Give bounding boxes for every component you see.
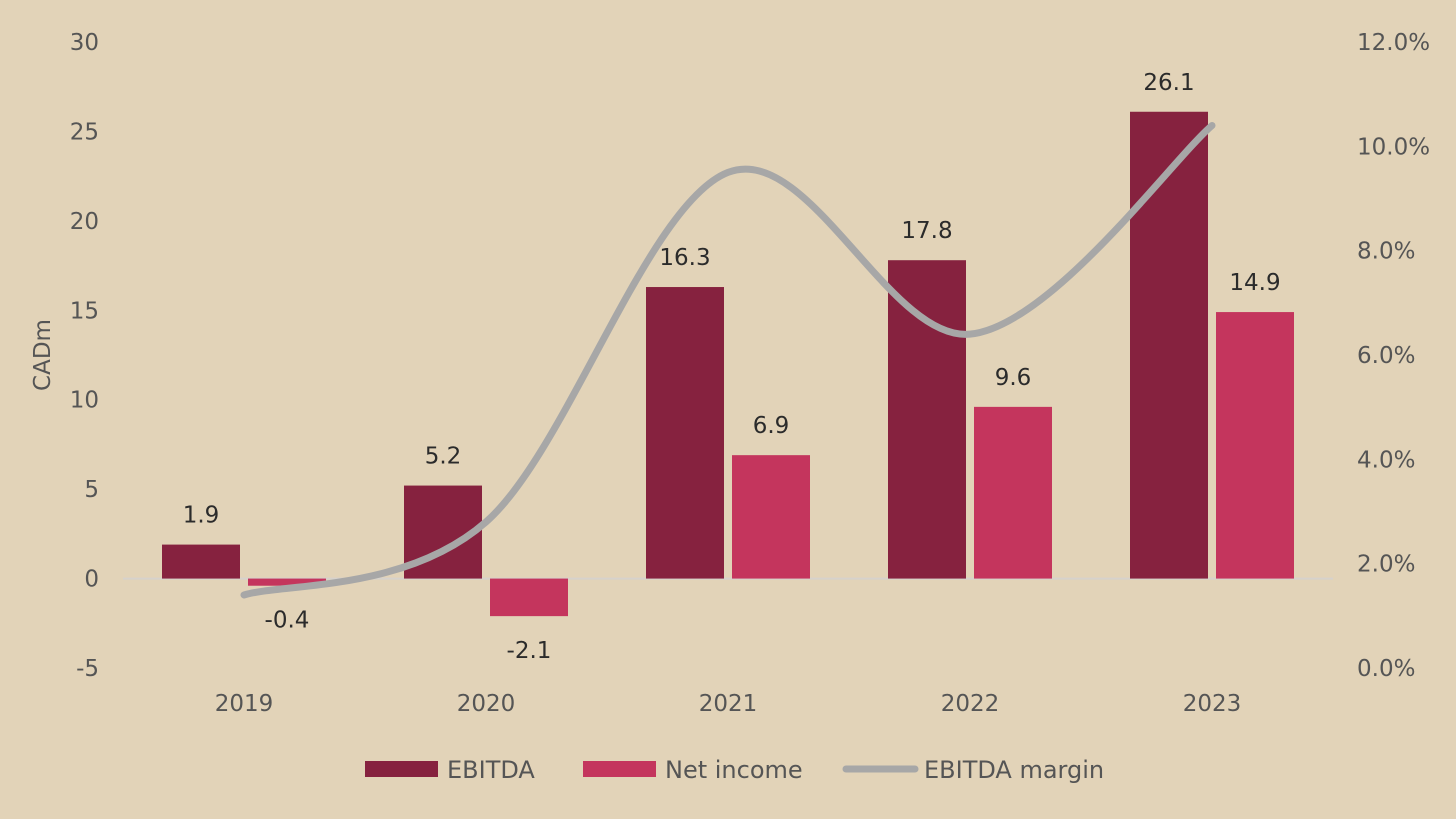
y2-tick-label: 0.0% [1357,656,1415,682]
ebitda-margin-line [240,121,1216,599]
legend: EBITDA Net income EBITDA margin [365,756,1104,784]
legend-label-net-income: Net income [665,756,803,784]
bar-net-income-2022 [974,406,1052,579]
bar-ebitda-2023 [1130,111,1208,579]
data-label: 14.9 [1229,270,1280,296]
x-tick-label: 2023 [1183,691,1242,717]
x-axis-ticks: 2019 2020 2021 2022 2023 [215,691,1242,717]
legend-swatch-net-income [583,761,656,777]
bars [162,111,1294,617]
x-tick-label: 2020 [457,691,516,717]
y2-tick-label: 4.0% [1357,447,1415,473]
data-label: 16.3 [659,245,710,271]
y2-tick-label: 8.0% [1357,239,1415,265]
bar-ebitda-2019 [162,544,240,579]
bar-ebitda-2022 [888,260,966,579]
left-axis-ticks: 30 25 20 15 10 5 0 -5 [70,30,99,682]
bar-ebitda-2021 [646,287,724,579]
y2-tick-label: 12.0% [1357,30,1430,56]
y2-tick-label: 6.0% [1357,343,1415,369]
data-label: 6.9 [753,413,790,439]
y-tick-label: 10 [70,388,99,414]
y-tick-label: 20 [70,209,99,235]
x-tick-label: 2021 [699,691,758,717]
y-tick-label: 0 [84,567,99,593]
legend-label-ebitda: EBITDA [447,756,535,784]
bar-net-income-2019 [248,578,326,586]
bar-net-income-2023 [1216,312,1294,579]
data-label: 9.6 [995,365,1032,391]
data-label: 17.8 [901,218,952,244]
y-tick-label: -5 [76,656,99,682]
data-label: 1.9 [183,503,220,529]
bar-net-income-2021 [732,455,810,579]
data-labels: 1.9 5.2 16.3 17.8 26.1 -0.4 -2.1 6.9 9.6 14.9 [183,70,1281,664]
data-label: -0.4 [265,608,310,634]
margin-line-layer [240,121,1216,599]
x-tick-label: 2019 [215,691,274,717]
y-tick-label: 30 [70,30,99,56]
bar-net-income-2020 [490,578,568,617]
data-label: -2.1 [507,638,552,664]
data-label: 5.2 [425,444,462,470]
y-axis-title: CADm [30,319,56,391]
data-label: 26.1 [1143,70,1194,96]
y2-tick-label: 10.0% [1357,134,1430,160]
y-tick-label: 5 [84,477,99,503]
x-tick-label: 2022 [941,691,1000,717]
y-tick-label: 25 [70,119,99,145]
y-tick-label: 15 [70,298,99,324]
y2-tick-label: 2.0% [1357,552,1415,578]
right-axis-ticks: 12.0% 10.0% 8.0% 6.0% 4.0% 2.0% 0.0% [1357,30,1430,682]
legend-label-ebitda-margin: EBITDA margin [924,756,1104,784]
legend-swatch-ebitda [365,761,438,777]
